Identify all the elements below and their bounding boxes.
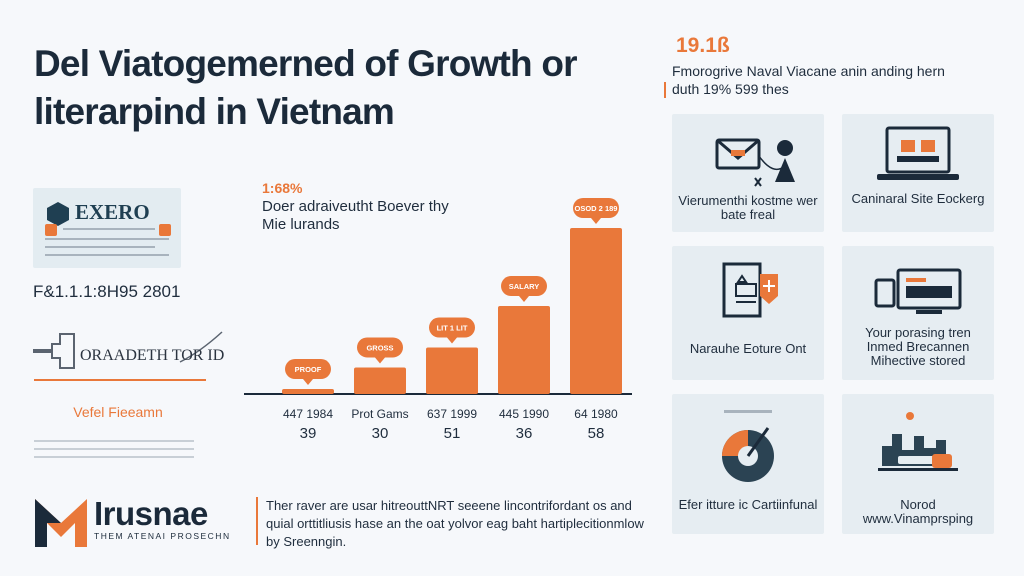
laptop-icon: [842, 124, 994, 186]
bar: [570, 228, 622, 394]
callout-text: SALARY: [509, 282, 540, 291]
m-logo-icon: [35, 499, 87, 547]
brand-tagline: THEM ATENAI PROSECHN: [94, 531, 231, 541]
bar-chart: PROOF 447 1984 39 GROSS Prot Gams 30 LIT 1 LIT…: [244, 198, 632, 442]
value-label: 39: [300, 425, 317, 442]
pie-gauge-icon: [672, 408, 824, 488]
chart-subtitle: Doer adraiveutht Boever thy Mie lurands: [262, 198, 449, 233]
accent-bar: [256, 497, 258, 545]
bar-callout: LIT 1 LIT: [429, 317, 475, 344]
callout-text: PROOF: [295, 365, 322, 374]
signature-sketch: ORAADETH TOR ID: [33, 331, 224, 369]
value-label: 51: [444, 425, 461, 442]
bar: [282, 389, 334, 394]
page-title: Del Viatogemerned of Growth or literarpi…: [34, 43, 578, 132]
feature-card: Your porasing tren Inmed Brecannen Mihec…: [842, 246, 994, 380]
accent-bar: [664, 82, 666, 98]
partner-logo-card: EXERO: [33, 188, 181, 268]
value-label: 30: [372, 425, 389, 442]
feature-card: Vierumenthi kostme wer bate freal: [672, 114, 824, 232]
category-label: 64 1980: [574, 407, 618, 421]
bar: [426, 347, 478, 394]
category-label: Prot Gams: [351, 407, 408, 421]
document-shield-icon: [672, 260, 824, 330]
mail-person-icon: [672, 126, 824, 196]
footer-label: Vefel Fieeamn: [73, 404, 163, 420]
city-icon: [842, 406, 994, 486]
value-label: 58: [588, 425, 605, 442]
bar-callout: PROOF: [285, 359, 331, 386]
feature-card: Caninaral Site Eockerg: [842, 114, 994, 232]
feature-card: Norod www.Vinamprsping: [842, 394, 994, 534]
monitor-icon: [842, 266, 994, 318]
category-label: 445 1990: [499, 407, 549, 421]
logo-caption-line: [45, 254, 169, 256]
card-label: Narauhe Eoture Ont: [689, 341, 807, 356]
bar-callout: OSOD 2 189: [573, 198, 619, 224]
partner-logo-text: EXERO: [75, 200, 150, 224]
card-label: Caninaral Site Eockerg: [851, 191, 985, 206]
logo-caption-line: [45, 246, 155, 248]
reference-code: F&1.1.1:8H95 2801: [33, 282, 181, 301]
bar: [498, 306, 550, 394]
caption-line: [34, 440, 194, 442]
stat-value: 19.1ß: [676, 34, 730, 57]
caption-line: [34, 448, 194, 450]
orange-divider: [34, 379, 206, 381]
value-label: 36: [516, 425, 533, 442]
card-label: Norod www.Vinamprsping: [862, 497, 974, 526]
feature-card: Efer itture ic Cartiinfunal: [672, 394, 824, 534]
bar-callout: SALARY: [501, 276, 547, 303]
growth-label: 1:68%: [262, 180, 303, 196]
feature-card: Narauhe Eoture Ont: [672, 246, 824, 380]
flag-badge-icon: [159, 224, 171, 236]
brand-name: Irusnae: [94, 495, 208, 532]
description-text: Ther raver are usar hitreouttNRT seeene …: [266, 498, 644, 549]
card-label: Vierumenthi kostme wer bate freal: [678, 193, 818, 222]
logo-caption-line: [63, 228, 155, 230]
category-label: 637 1999: [427, 407, 477, 421]
callout-text: LIT 1 LIT: [437, 324, 468, 333]
callout-text: GROSS: [366, 343, 393, 352]
bar: [354, 367, 406, 394]
card-label: Efer itture ic Cartiinfunal: [678, 497, 818, 512]
callout-text: OSOD 2 189: [575, 204, 618, 213]
sketch-label: ORAADETH TOR ID: [80, 347, 224, 364]
caption-line: [34, 456, 194, 458]
logo-caption-line: [45, 238, 169, 240]
bar-callout: GROSS: [357, 337, 403, 364]
card-label: Your porasing tren Inmed Brecannen Mihec…: [865, 325, 971, 368]
emblem-icon: [47, 202, 69, 226]
stat-description: Fmorogrive Naval Viacane anin anding her…: [672, 63, 945, 97]
category-label: 447 1984: [283, 407, 333, 421]
flag-badge-icon: [45, 224, 57, 236]
